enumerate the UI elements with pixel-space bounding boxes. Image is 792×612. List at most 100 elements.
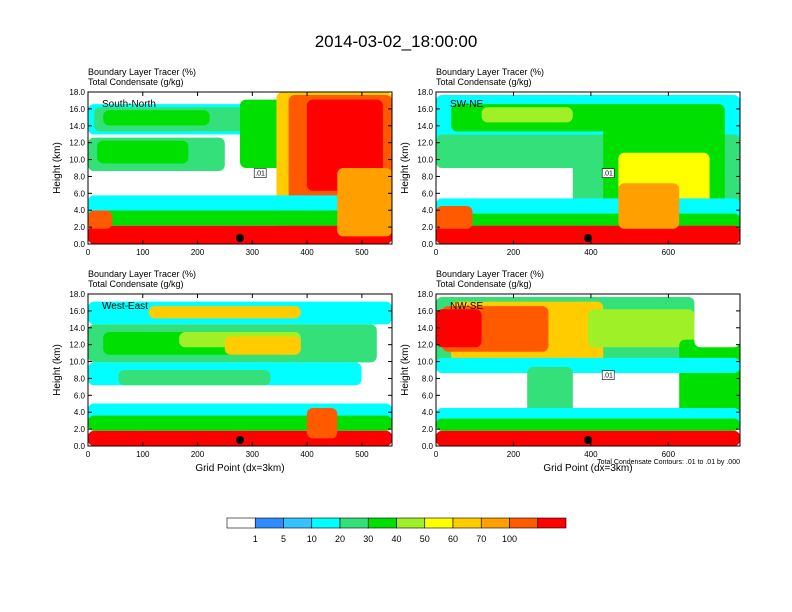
colorbar-label: 100 [502, 534, 517, 544]
y-tick-label: 8.0 [74, 172, 86, 181]
y-tick-label: 0.0 [422, 240, 434, 249]
y-tick-label: 12.0 [417, 341, 433, 350]
y-tick-label: 10.0 [417, 156, 433, 165]
panel-title-1: Boundary Layer Tracer (%) [88, 269, 196, 279]
contour-label-box [601, 370, 615, 380]
tracer-field-5 [588, 309, 695, 348]
x-tick-label: 500 [355, 248, 369, 257]
y-tick-label: 12.0 [69, 341, 85, 350]
x-tick-label: 0 [86, 248, 91, 257]
x-tick-label: 0 [434, 248, 439, 257]
y-tick-label: 8.0 [422, 374, 434, 383]
y-tick-label: 14.0 [69, 122, 85, 131]
y-tick-label: 4.0 [74, 408, 86, 417]
tracer-field-10 [88, 415, 392, 431]
tracer-field-3 [103, 110, 210, 126]
contour-label: .01 [603, 171, 613, 178]
y-tick-label: 16.0 [417, 307, 433, 316]
colorbar-swatch [283, 517, 313, 529]
location-marker [236, 234, 244, 242]
contour-label: .01 [603, 373, 613, 380]
y-tick-label: 2.0 [422, 223, 434, 232]
y-tick-label: 6.0 [74, 189, 86, 198]
colorbar-label: 1 [253, 534, 258, 544]
tracer-field-11 [88, 210, 392, 226]
plot-frame [435, 293, 741, 447]
y-tick-label: 18.0 [417, 88, 433, 97]
tracer-field-2 [148, 306, 301, 319]
y-axis-label: Height (km) [52, 142, 63, 194]
colorbar-swatch [396, 517, 426, 529]
panel-title-2: Total Condensate (g/kg) [436, 77, 532, 87]
plot-frame [87, 293, 393, 447]
y-tick-label: 6.0 [422, 189, 434, 198]
colorbar-swatch [480, 517, 510, 529]
colorbar-label: 10 [307, 534, 317, 544]
tracer-field-12 [618, 183, 680, 229]
y-tick-label: 14.0 [417, 324, 433, 333]
plot-frame [435, 91, 741, 245]
colorbar-swatch [226, 517, 256, 529]
panel-title-1: Boundary Layer Tracer (%) [436, 269, 544, 279]
contour-label-box [253, 168, 267, 178]
y-tick-label: 2.0 [422, 425, 434, 434]
tracer-field-13 [88, 210, 113, 229]
y-tick-label: 2.0 [74, 223, 86, 232]
y-tick-label: 16.0 [417, 105, 433, 114]
y-tick-label: 16.0 [69, 105, 85, 114]
x-tick-label: 600 [662, 248, 676, 257]
y-axis-label: Height (km) [400, 344, 411, 396]
y-tick-label: 8.0 [422, 172, 434, 181]
colorbar-swatch [452, 517, 482, 529]
x-tick-label: 200 [507, 248, 521, 257]
panel-4: 0.0 2.0 4.0 6.0 8.0 10.0 12.0 14.0 16.0 18.0 0 200 4… [400, 269, 741, 474]
x-tick-label: 400 [300, 450, 314, 459]
x-tick-label: 500 [355, 450, 369, 459]
colorbar-swatch [537, 517, 567, 529]
main-title: 2014-03-02_18:00:00 [314, 32, 478, 51]
panel-label: South-North [102, 99, 156, 110]
tracer-field-4 [436, 309, 482, 348]
y-tick-label: 8.0 [74, 374, 86, 383]
tracer-field-9 [306, 99, 383, 191]
y-tick-label: 2.0 [74, 425, 86, 434]
colorbar-label: 60 [448, 534, 458, 544]
x-axis-label: Grid Point (dx=3km) [543, 463, 632, 474]
colorbar-label: 5 [281, 534, 286, 544]
panel-title-2: Total Condensate (g/kg) [436, 279, 532, 289]
colorbar-label: 40 [391, 534, 401, 544]
x-tick-label: 0 [434, 450, 439, 459]
y-tick-label: 0.0 [422, 442, 434, 451]
y-tick-label: 10.0 [417, 358, 433, 367]
x-tick-label: 300 [246, 248, 260, 257]
colorbar-swatch [424, 517, 454, 529]
tracer-field-6 [224, 336, 301, 355]
tracer-field-7 [436, 357, 740, 374]
x-tick-label: 100 [136, 248, 150, 257]
y-tick-label: 6.0 [422, 391, 434, 400]
tracer-field-14 [337, 168, 392, 237]
panel-label: NW-SE [450, 301, 483, 312]
colorbar-swatch [254, 517, 284, 529]
x-tick-label: 200 [191, 248, 205, 257]
tracer-field-11 [436, 206, 473, 229]
colorbar-swatch [367, 517, 397, 529]
tracer-field-12 [306, 408, 338, 439]
y-tick-label: 18.0 [69, 88, 85, 97]
x-tick-label: 600 [662, 450, 676, 459]
plot-frame [87, 91, 393, 245]
y-tick-label: 4.0 [422, 408, 434, 417]
y-tick-label: 6.0 [74, 391, 86, 400]
x-tick-label: 400 [584, 248, 598, 257]
location-marker [584, 234, 592, 242]
colorbar-swatch [509, 517, 539, 529]
tracer-field-5 [97, 140, 189, 164]
panel-title-2: Total Condensate (g/kg) [88, 77, 184, 87]
contour-label-box [601, 168, 615, 178]
colorbar-label: 70 [476, 534, 486, 544]
panel-title-1: Boundary Layer Tracer (%) [88, 67, 196, 77]
y-tick-label: 12.0 [69, 139, 85, 148]
panel-2: 0.0 2.0 4.0 6.0 8.0 10.0 12.0 14.0 16.0 18.0 0 200 4… [400, 67, 741, 257]
y-tick-label: 12.0 [417, 139, 433, 148]
